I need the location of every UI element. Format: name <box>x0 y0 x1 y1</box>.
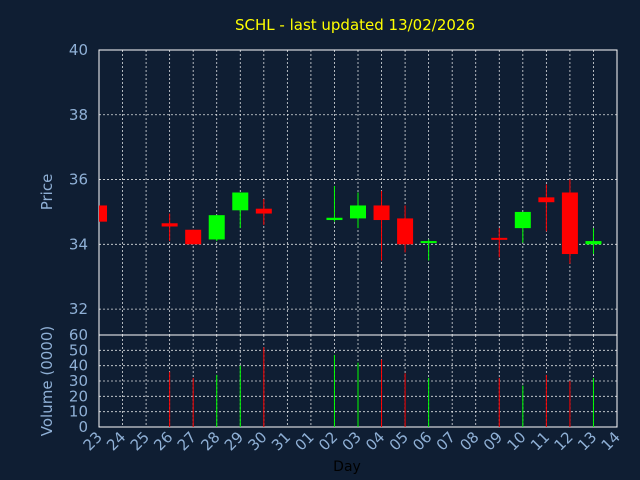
x-tick-label: 08 <box>456 428 482 454</box>
volume-axis-label: Volume (0000) <box>38 326 56 436</box>
candle-body <box>232 192 249 211</box>
candle-body <box>538 197 555 203</box>
x-tick-label: 07 <box>433 428 459 454</box>
x-tick-label: 14 <box>598 428 624 454</box>
x-tick-label: 09 <box>480 428 506 454</box>
candles-group <box>99 179 602 264</box>
x-tick-label: 11 <box>527 428 553 454</box>
candle-body <box>397 218 414 245</box>
price-tick-label: 32 <box>69 300 88 318</box>
price-tick-label: 38 <box>69 106 88 124</box>
volume-tick-label: 0 <box>78 418 88 436</box>
volume-tick-label: 20 <box>69 387 88 405</box>
x-tick-label: 29 <box>221 428 247 454</box>
candle-body <box>99 205 107 222</box>
x-tick-label: 27 <box>174 428 200 454</box>
volume-tick-label: 10 <box>69 403 88 421</box>
candle-body <box>326 217 343 221</box>
candle-body <box>208 215 225 240</box>
x-tick-label: 28 <box>197 428 223 454</box>
x-tick-label: 10 <box>503 428 529 454</box>
x-tick-label: 26 <box>150 428 176 454</box>
x-tick-label: 01 <box>292 428 318 454</box>
x-axis-label: Day <box>333 459 361 475</box>
x-tick-label: 04 <box>362 428 388 454</box>
volume-tick-label: 30 <box>69 372 88 390</box>
chart-title: SCHL - last updated 13/02/2026 <box>235 16 475 34</box>
volume-tick-label: 60 <box>69 326 88 344</box>
x-tick-label: 31 <box>268 428 294 454</box>
x-axis: 2324252627282930310102030405060708091011… <box>80 428 624 454</box>
candle-body <box>420 241 437 244</box>
x-tick-label: 05 <box>386 428 412 454</box>
volume-tick-label: 50 <box>69 341 88 359</box>
x-tick-label: 24 <box>103 428 129 454</box>
candle-body <box>514 211 531 229</box>
x-tick-label: 06 <box>409 428 435 454</box>
candle-body <box>350 205 366 219</box>
x-tick-label: 13 <box>574 428 600 454</box>
x-tick-label: 30 <box>244 428 270 454</box>
x-tick-label: 03 <box>339 428 365 454</box>
candle-body <box>185 229 202 245</box>
candle-body <box>561 192 578 255</box>
price-tick-label: 40 <box>69 41 88 59</box>
price-tick-label: 36 <box>69 171 88 189</box>
x-tick-label: 02 <box>315 428 341 454</box>
volume-tick-label: 40 <box>69 357 88 375</box>
candle-body <box>373 205 390 221</box>
candle-body <box>161 223 178 227</box>
x-tick-label: 25 <box>127 428 153 454</box>
candle-body <box>491 237 508 240</box>
price-axis-label: Price <box>38 174 56 211</box>
price-panel: 40 38 36 34 32 <box>69 41 618 336</box>
x-tick-label: 12 <box>551 428 577 454</box>
candle-body <box>255 208 272 214</box>
candle-body <box>585 241 602 245</box>
price-tick-label: 34 <box>69 235 88 253</box>
